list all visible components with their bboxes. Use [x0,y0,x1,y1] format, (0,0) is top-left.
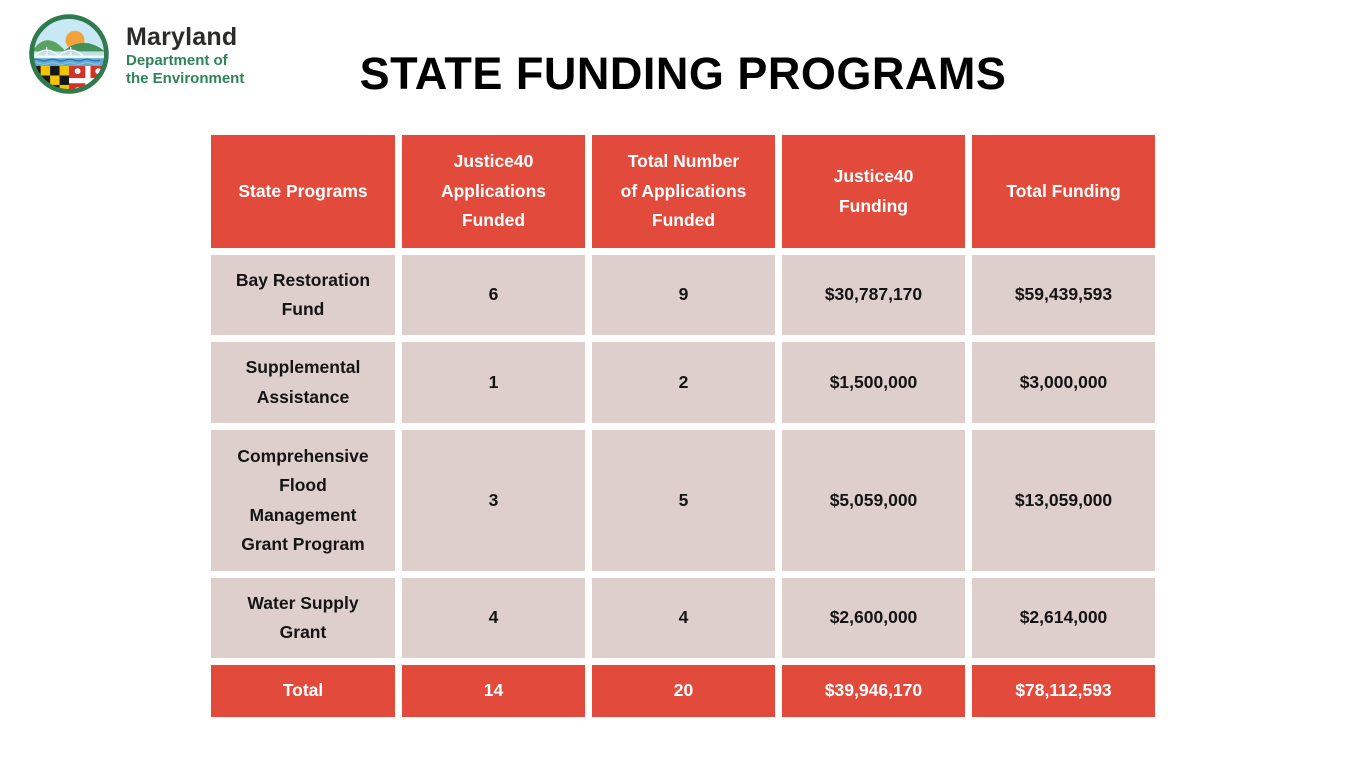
org-name: Maryland [126,23,238,51]
org-dept-line2: the Environment [126,70,245,87]
funding-table: State Programs Justice40 Applications Fu… [211,135,1155,717]
total-apps-cell: 2 [592,342,775,423]
program-name-cell: Supplemental Assistance [211,342,395,423]
total-funding-cell: $13,059,000 [972,430,1155,571]
justice40-apps-cell: 1 [402,342,585,423]
total-apps-cell: 4 [592,578,775,658]
header-justice40-funding: Justice40 Funding [782,135,965,248]
program-name-cell: Comprehensive Flood Management Grant Pro… [211,430,395,571]
header-total-apps: Total Number of Applications Funded [592,135,775,248]
total-funding-cell: $59,439,593 [972,255,1155,335]
org-brand: Maryland Department of the Environment [26,11,244,97]
total-label-cell: Total [211,665,395,717]
program-name-cell: Bay Restoration Fund [211,255,395,335]
justice40-funding-cell: $30,787,170 [782,255,965,335]
justice40-apps-cell: 6 [402,255,585,335]
justice40-apps-cell: 4 [402,578,585,658]
justice40-funding-cell: $2,600,000 [782,578,965,658]
program-name-cell: Water Supply Grant [211,578,395,658]
justice40-funding-cell: $1,500,000 [782,342,965,423]
justice40-funding-cell: $5,059,000 [782,430,965,571]
header-state-programs: State Programs [211,135,395,248]
maryland-mde-seal-icon [29,14,109,94]
total-funding-cell: $2,614,000 [972,578,1155,658]
header-justice40-apps: Justice40 Applications Funded [402,135,585,248]
total-apps-cell: 5 [592,430,775,571]
org-name-block: Maryland Department of the Environment [126,11,244,88]
header-total-funding: Total Funding [972,135,1155,248]
total-total-apps-cell: 20 [592,665,775,717]
total-total-funding-cell: $78,112,593 [972,665,1155,717]
total-justice40-apps-cell: 14 [402,665,585,717]
total-apps-cell: 9 [592,255,775,335]
total-funding-cell: $3,000,000 [972,342,1155,423]
org-dept-line1: Department of [126,52,228,69]
justice40-apps-cell: 3 [402,430,585,571]
page-title: STATE FUNDING PROGRAMS [359,48,1007,99]
total-justice40-funding-cell: $39,946,170 [782,665,965,717]
